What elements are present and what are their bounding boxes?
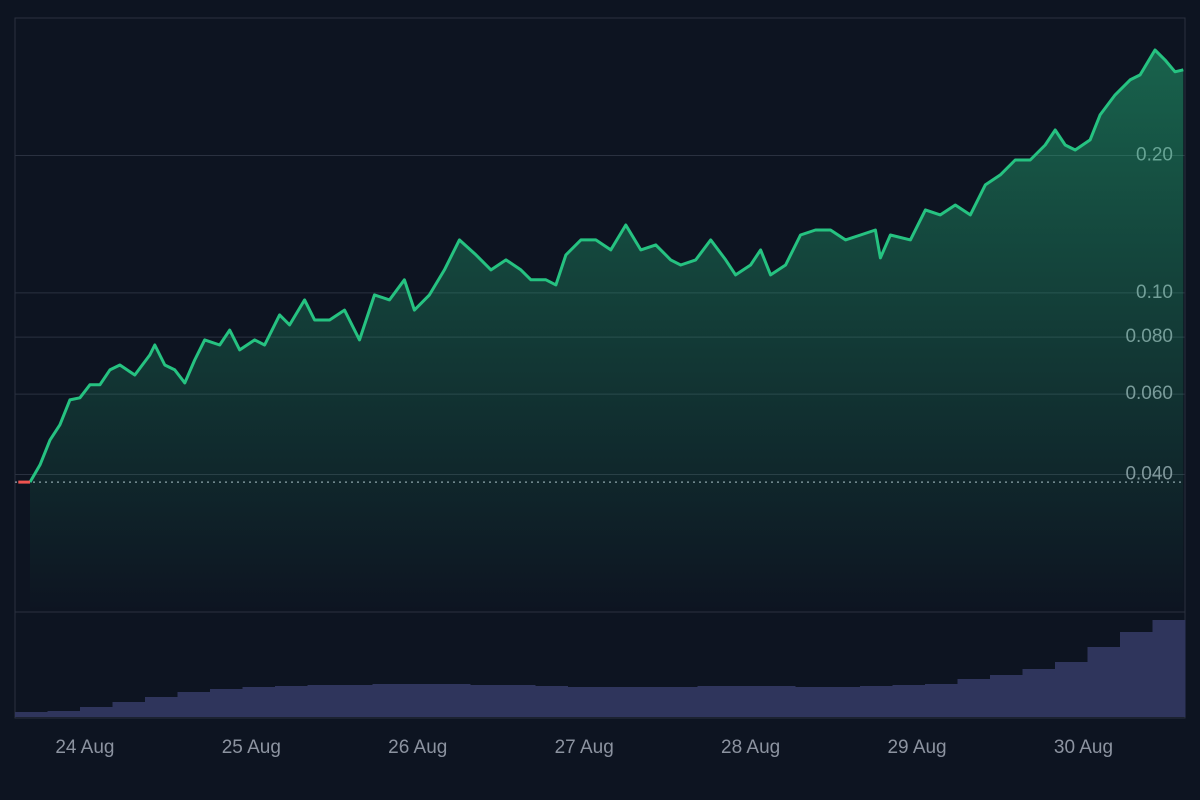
volume-bar bbox=[990, 675, 1023, 717]
volume-bar bbox=[437, 684, 471, 717]
volume-bar bbox=[1120, 632, 1153, 717]
volume-bar bbox=[470, 685, 503, 717]
x-tick-label: 26 Aug bbox=[388, 737, 447, 758]
volume-bar bbox=[567, 687, 601, 717]
x-tick-label: 28 Aug bbox=[721, 737, 780, 758]
volume-bar bbox=[47, 711, 81, 717]
volume-bar bbox=[1087, 647, 1121, 717]
volume-bar bbox=[340, 685, 373, 717]
volume-bar bbox=[827, 687, 861, 717]
volume-bar bbox=[405, 684, 438, 717]
volume-bar bbox=[1055, 662, 1088, 717]
volume-bar bbox=[535, 686, 568, 717]
volume-bar bbox=[892, 685, 926, 717]
volume-bar bbox=[600, 687, 633, 717]
x-tick-label: 27 Aug bbox=[555, 737, 614, 758]
price-line bbox=[28, 48, 1184, 483]
volume-bar bbox=[177, 692, 211, 717]
volume-bar bbox=[80, 707, 113, 717]
x-tick-label: 25 Aug bbox=[222, 737, 281, 758]
x-tick-label: 29 Aug bbox=[887, 737, 946, 758]
volume-bar bbox=[730, 686, 763, 717]
volume-bar bbox=[275, 686, 308, 717]
volume-bar bbox=[1152, 620, 1186, 717]
volume-bar bbox=[632, 687, 666, 717]
volume-bar bbox=[957, 679, 991, 717]
volume-bar bbox=[795, 687, 828, 717]
price-area bbox=[30, 50, 1184, 612]
x-tick-label: 30 Aug bbox=[1054, 737, 1113, 758]
volume-bar bbox=[762, 686, 796, 717]
volume-bar bbox=[242, 687, 276, 717]
volume-bar bbox=[925, 684, 958, 717]
volume-bar bbox=[860, 686, 893, 717]
volume-bar bbox=[502, 685, 536, 717]
volume-bar bbox=[145, 697, 178, 717]
volume-bar bbox=[372, 684, 406, 717]
volume-bar bbox=[112, 702, 146, 717]
x-tick-label: 24 Aug bbox=[55, 737, 114, 758]
volume-bar bbox=[15, 712, 48, 717]
volume-bar bbox=[210, 689, 243, 717]
volume-bar bbox=[697, 686, 731, 717]
volume-bar bbox=[665, 687, 698, 717]
volume-bar bbox=[307, 685, 341, 717]
volume-bar bbox=[1022, 669, 1056, 717]
